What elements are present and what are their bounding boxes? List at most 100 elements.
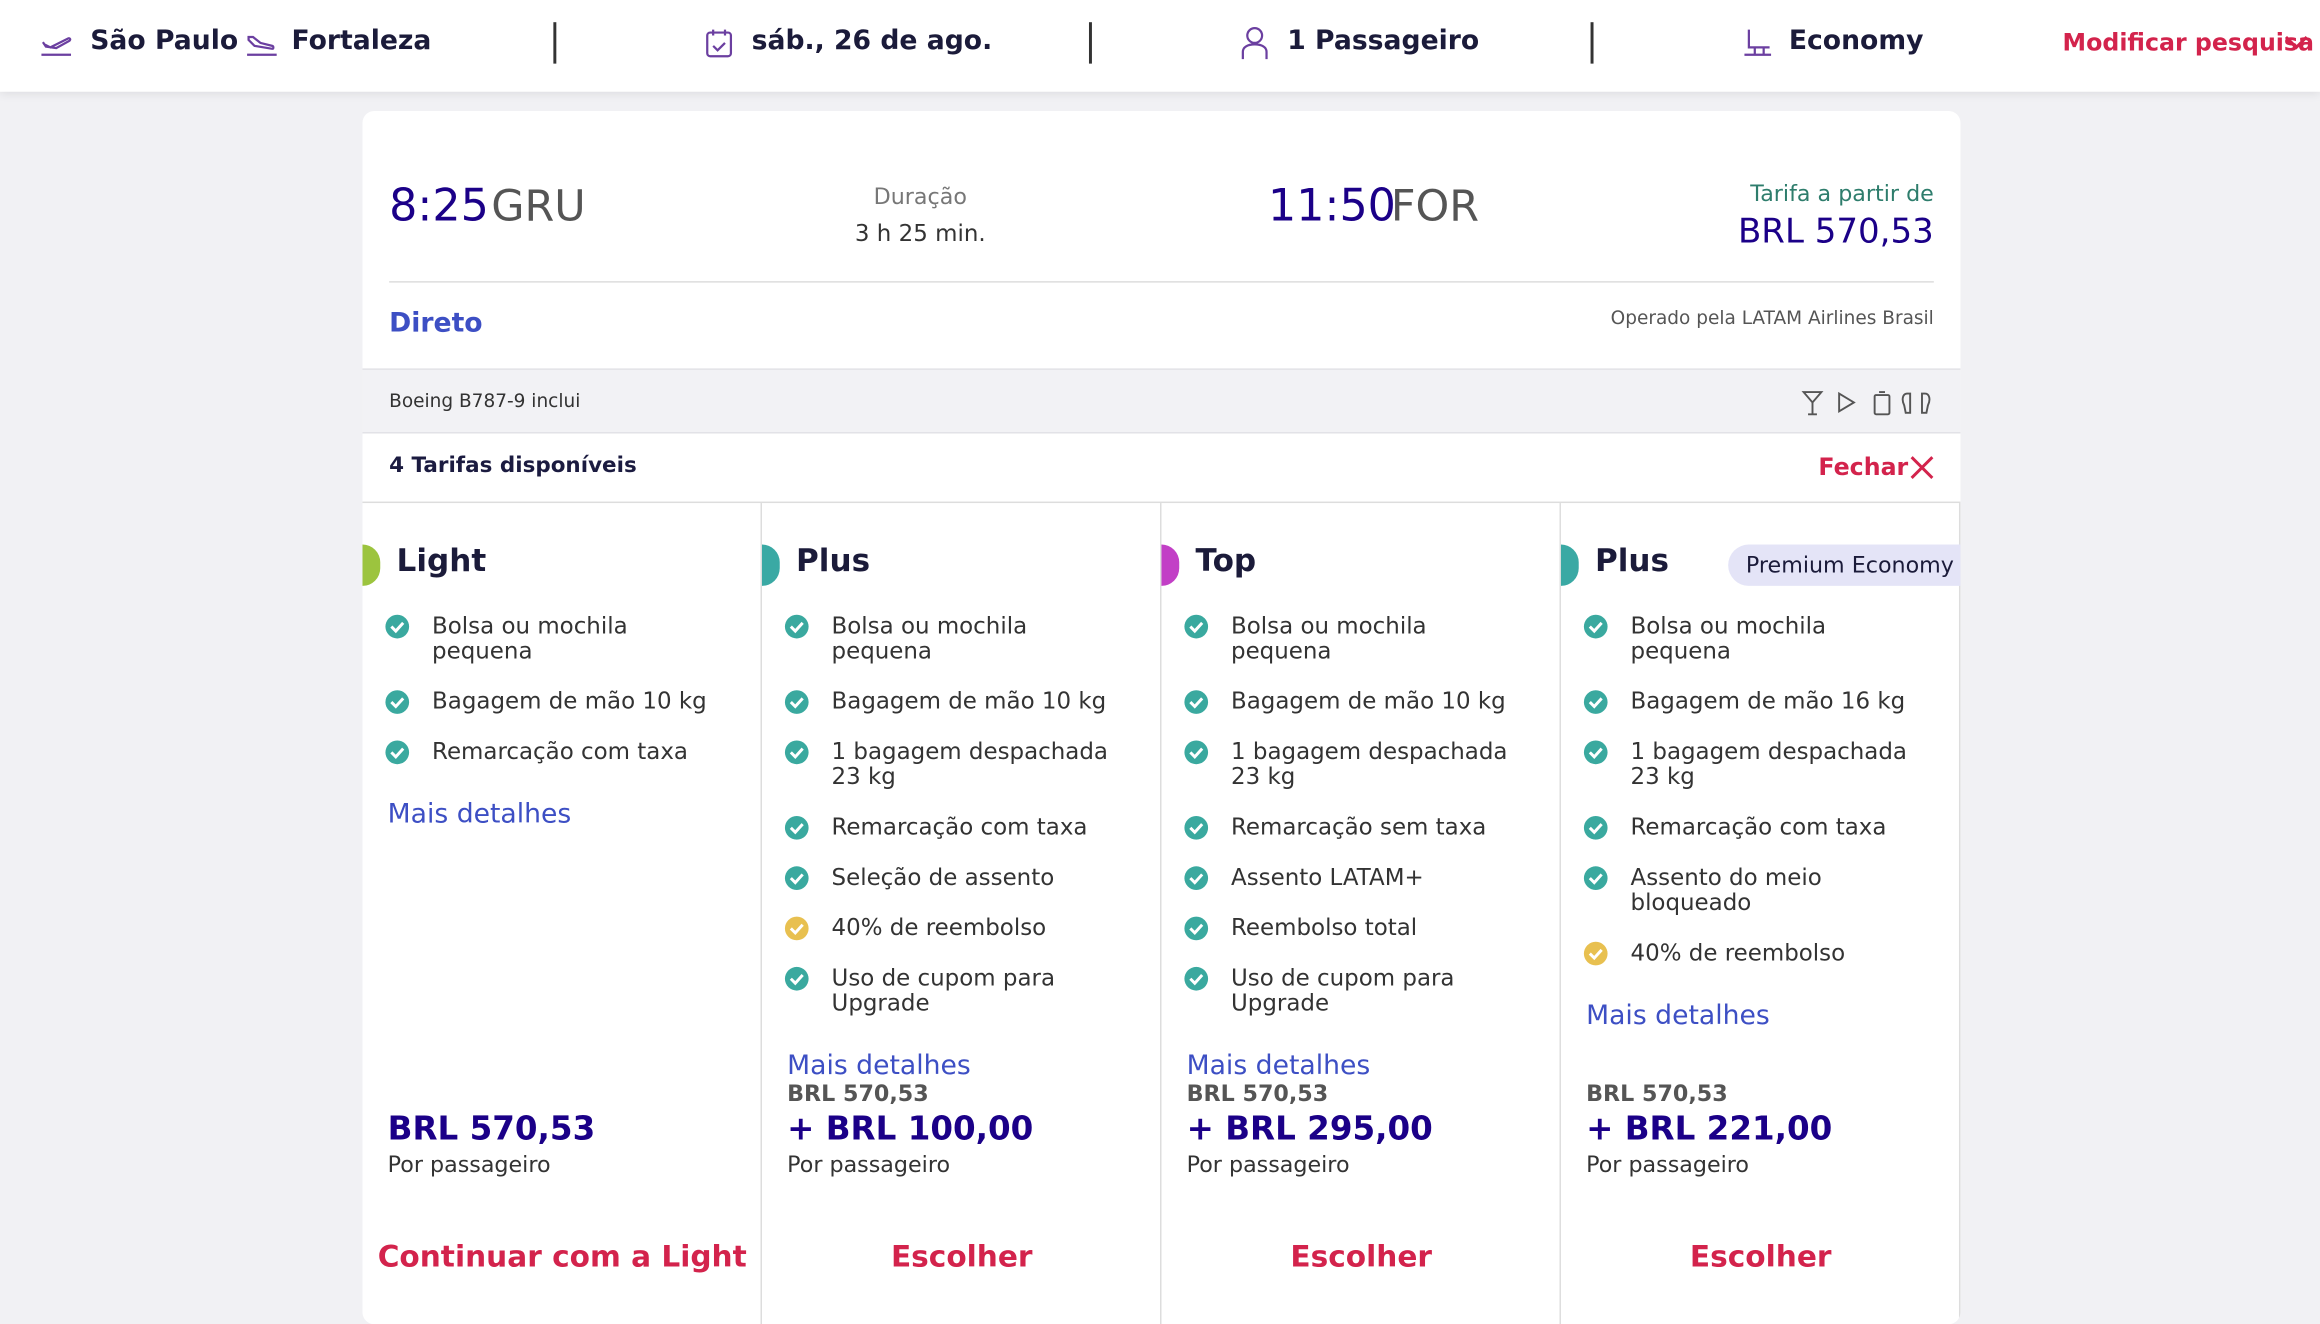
destination: Fortaleza xyxy=(291,25,432,57)
feature: Uso de cupom para Upgrade xyxy=(1161,965,1534,1041)
calendar-icon xyxy=(706,29,733,58)
feature: Bagagem de mão 16 kg xyxy=(1561,689,1934,739)
check-icon xyxy=(784,815,809,840)
check-icon xyxy=(1583,815,1608,840)
feature: 1 bagagem despachada 23 kg xyxy=(1561,739,1934,815)
feature: Remarcação com taxa xyxy=(362,739,735,790)
check-icon xyxy=(1184,916,1209,941)
feature: Bagagem de mão 10 kg xyxy=(762,689,1135,739)
feature: 1 bagagem despachada 23 kg xyxy=(762,739,1135,815)
check-icon xyxy=(784,866,809,890)
fare-column: Top Bolsa ou mochila pequena Bagagem de mã… xyxy=(1161,503,1561,1324)
arrival-time: 11:50 xyxy=(1268,180,1396,233)
feature: Uso de cupom para Upgrade xyxy=(762,965,1135,1041)
fare-color-tab xyxy=(761,544,780,586)
divider xyxy=(1088,22,1092,64)
divider xyxy=(553,22,557,64)
per-passenger: Por passageiro xyxy=(1586,1151,1750,1178)
price: + BRL 295,00 xyxy=(1186,1111,1433,1149)
feature: Seleção de assento xyxy=(762,865,1135,916)
fare-column: Light Bolsa ou mochila pequena Bagagem de … xyxy=(362,503,762,1324)
aircraft-band: Boeing B787-9 inclui xyxy=(362,368,1961,434)
fare-from-label: Tarifa a partir de xyxy=(1750,180,1934,208)
feature-list: Bolsa ou mochila pequena Bagagem de mão 1… xyxy=(1561,613,1960,1032)
choose-button[interactable]: Escolher xyxy=(890,1238,1033,1274)
price: + BRL 100,00 xyxy=(787,1111,1034,1149)
check-icon xyxy=(1184,815,1209,840)
separator xyxy=(389,281,1934,283)
fare-column: Plus Premium Economy Bolsa ou mochila pequ… xyxy=(1560,503,1961,1324)
check-icon xyxy=(385,614,410,639)
modify-search[interactable]: Modificar pesquisa xyxy=(2062,28,2314,57)
separator xyxy=(362,501,1961,504)
base-price: BRL 570,53 xyxy=(1186,1080,1329,1107)
fare-color-tab xyxy=(362,544,381,586)
price: + BRL 221,00 xyxy=(1586,1111,1833,1149)
check-icon xyxy=(1184,614,1209,639)
check-icon xyxy=(784,916,809,941)
check-icon xyxy=(784,966,809,991)
fare-name: Top xyxy=(1195,543,1257,579)
per-passenger: Por passageiro xyxy=(787,1151,951,1178)
feature-list: Bolsa ou mochila pequena Bagagem de mão 1… xyxy=(1161,613,1560,1082)
departure-icon xyxy=(41,37,72,56)
chevron-icon[interactable] xyxy=(2283,33,2310,54)
check-icon xyxy=(1184,690,1209,714)
choose-button[interactable]: Continuar com a Light xyxy=(377,1238,747,1274)
feature: Remarcação com taxa xyxy=(762,815,1135,865)
duration: 3 h 25 min. xyxy=(854,220,986,248)
fare-color-tab xyxy=(1161,544,1180,586)
check-icon xyxy=(1184,740,1209,765)
base-price: BRL 570,53 xyxy=(787,1080,929,1107)
check-icon xyxy=(784,690,809,714)
more-details[interactable]: Mais detalhes xyxy=(1586,1000,1770,1032)
arrival-airport: FOR xyxy=(1390,180,1480,231)
more-details[interactable]: Mais detalhes xyxy=(787,1050,971,1082)
flight-card: 8:25 GRU Duração 3 h 25 min. 11:50 FOR T… xyxy=(362,110,1961,1324)
check-icon xyxy=(1583,941,1608,966)
fare-column: Plus Bolsa ou mochila pequena Bagagem de m… xyxy=(761,503,1162,1324)
fare-name: Plus xyxy=(1594,543,1670,579)
departure-airport: GRU xyxy=(491,180,586,231)
feature: 40% de reembolso xyxy=(1561,940,1934,991)
feature: Bolsa ou mochila pequena xyxy=(362,613,735,689)
feature: Remarcação sem taxa xyxy=(1161,815,1534,865)
amenity-icons xyxy=(1801,391,1931,416)
feature: Bagagem de mão 10 kg xyxy=(1161,689,1534,739)
feature: 1 bagagem despachada 23 kg xyxy=(1161,739,1534,815)
price: BRL 570,53 xyxy=(387,1111,596,1149)
close-icon[interactable] xyxy=(1909,454,1936,481)
aircraft: Boeing B787-9 inclui xyxy=(389,389,581,412)
check-icon xyxy=(385,740,410,765)
close[interactable]: Fechar xyxy=(1818,452,1909,481)
check-icon xyxy=(1184,966,1209,991)
check-icon xyxy=(784,740,809,765)
check-icon xyxy=(1583,866,1608,890)
feature-list: Bolsa ou mochila pequena Bagagem de mão 1… xyxy=(362,613,761,831)
passengers: 1 Passageiro xyxy=(1287,25,1480,57)
fare-name: Light xyxy=(396,543,487,579)
origin: São Paulo xyxy=(90,25,239,57)
per-passenger: Por passageiro xyxy=(387,1151,551,1178)
search-header: São Paulo Fortaleza sáb., 26 de ago. 1 P… xyxy=(0,0,2320,92)
feature: Bolsa ou mochila pequena xyxy=(762,613,1135,689)
feature: Bolsa ou mochila pequena xyxy=(1161,613,1534,689)
more-details[interactable]: Mais detalhes xyxy=(387,798,572,831)
departure-time: 8:25 xyxy=(389,180,489,233)
arrival-icon xyxy=(247,35,277,56)
choose-button[interactable]: Escolher xyxy=(1290,1238,1433,1274)
check-icon xyxy=(1583,614,1608,639)
passenger-icon xyxy=(1241,27,1268,60)
check-icon xyxy=(385,690,410,714)
feature: Assento do meio bloqueado xyxy=(1561,865,1934,941)
stops[interactable]: Direto xyxy=(389,307,483,339)
check-icon xyxy=(784,614,809,639)
fare-name: Plus xyxy=(796,543,871,579)
more-details[interactable]: Mais detalhes xyxy=(1186,1050,1371,1082)
choose-button[interactable]: Escolher xyxy=(1689,1238,1832,1274)
feature: Assento LATAM+ xyxy=(1161,865,1534,916)
seat-icon xyxy=(1744,29,1772,56)
feature-list: Bolsa ou mochila pequena Bagagem de mão 1… xyxy=(762,613,1161,1082)
